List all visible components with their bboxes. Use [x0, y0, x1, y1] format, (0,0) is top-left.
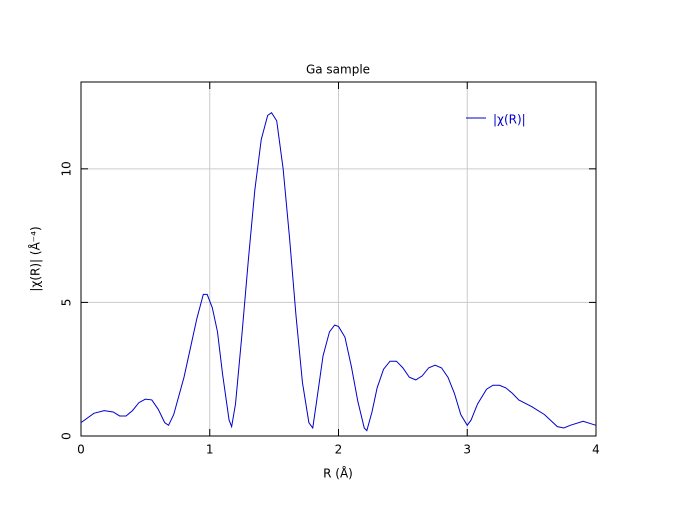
x-tick-label: 4	[592, 443, 600, 457]
y-tick-label: 0	[60, 432, 74, 440]
legend-label: |χ(R)|	[493, 113, 526, 127]
x-tick-label: 0	[77, 443, 85, 457]
chart-title: Ga sample	[306, 63, 370, 77]
y-tick-label: 10	[60, 161, 74, 176]
y-axis-label: |χ(R)| (Å⁻⁴)	[28, 226, 43, 291]
x-tick-label: 3	[463, 443, 471, 457]
plot-frame	[80, 81, 597, 437]
y-tick-label: 5	[60, 299, 74, 307]
x-axis-label: R (Å)	[323, 466, 353, 481]
data-line	[80, 112, 597, 432]
x-tick-label: 2	[335, 443, 343, 457]
x-tick-label: 1	[206, 443, 214, 457]
